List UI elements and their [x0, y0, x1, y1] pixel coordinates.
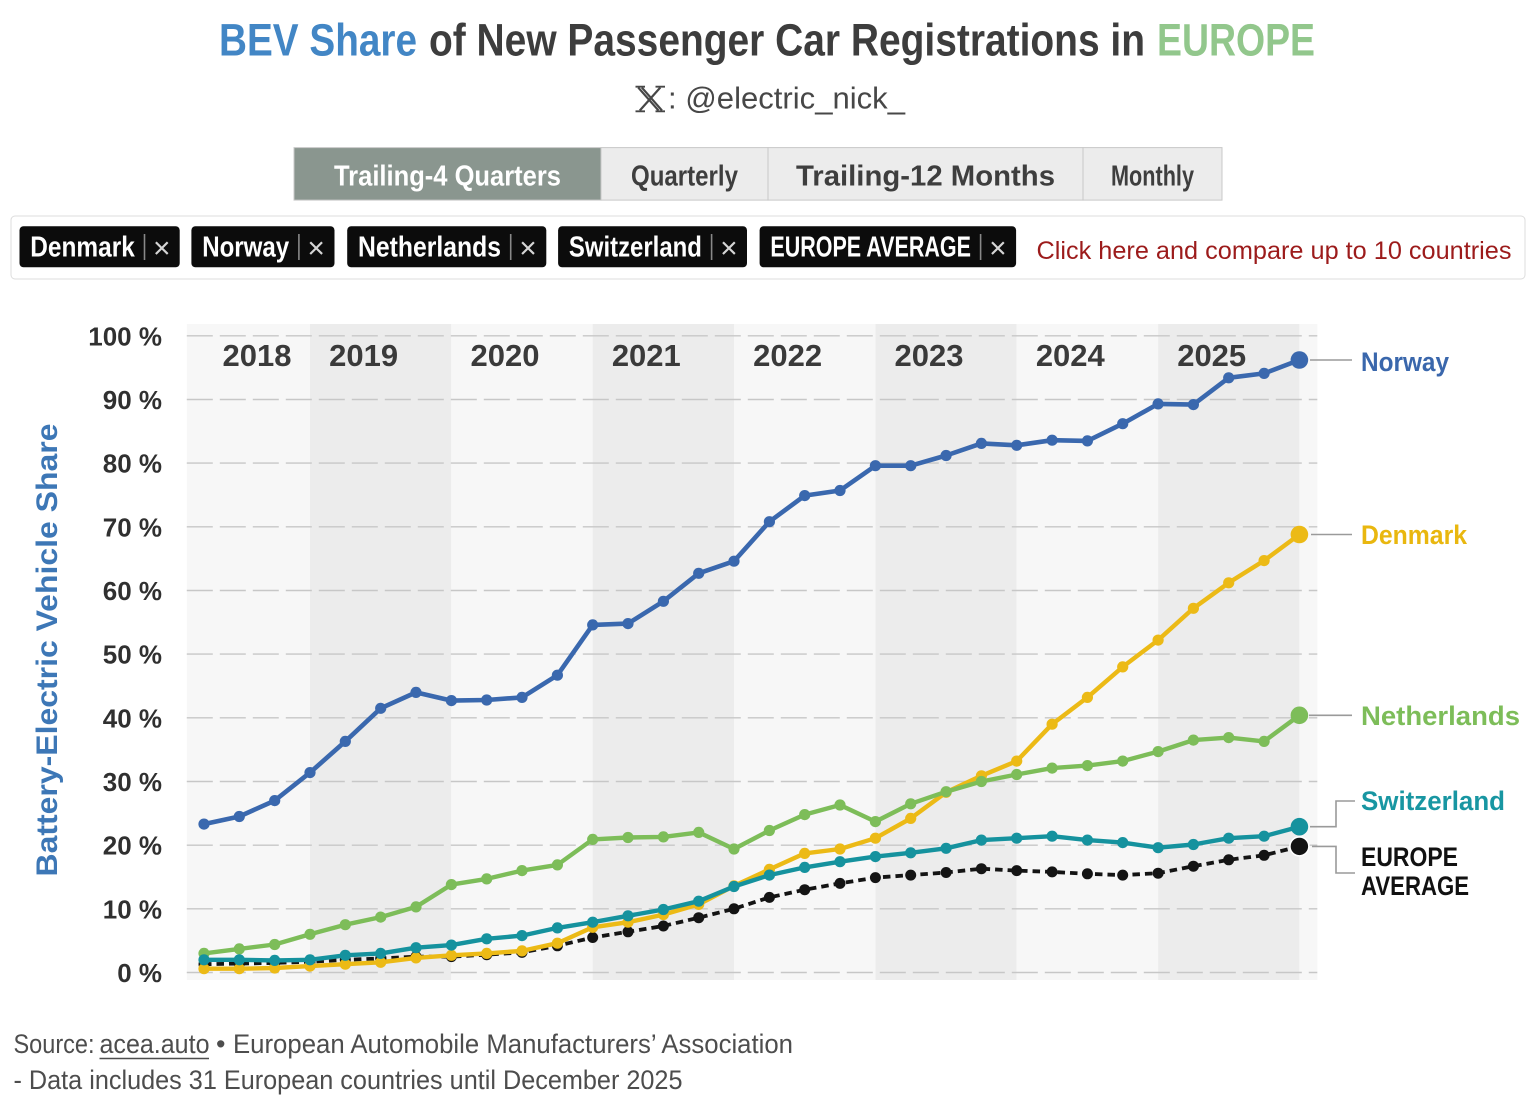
- svg-text:2019: 2019: [329, 338, 398, 373]
- svg-text:Norway: Norway: [1361, 347, 1449, 377]
- svg-text:2018: 2018: [223, 338, 292, 373]
- svg-text:EUROPE: EUROPE: [1157, 15, 1315, 66]
- svg-text:Quarterly: Quarterly: [631, 161, 738, 193]
- svg-text:Switzerland: Switzerland: [569, 232, 702, 264]
- svg-text:80 %: 80 %: [103, 449, 162, 479]
- svg-text:Netherlands: Netherlands: [1361, 701, 1520, 731]
- svg-text:×: ×: [989, 232, 1007, 265]
- svg-text:EUROPE AVERAGE: EUROPE AVERAGE: [770, 232, 971, 264]
- svg-text:of New Passenger Car Registrat: of New Passenger Car Registrations in: [429, 15, 1145, 66]
- svg-text:AVERAGE: AVERAGE: [1361, 871, 1469, 901]
- svg-text:50 %: 50 %: [103, 640, 162, 670]
- svg-text:Denmark: Denmark: [1361, 520, 1468, 550]
- svg-text:Switzerland: Switzerland: [1361, 786, 1505, 816]
- svg-text:acea.auto: acea.auto: [100, 1029, 210, 1059]
- svg-text:×: ×: [153, 232, 171, 265]
- svg-text:2020: 2020: [471, 338, 540, 373]
- svg-text:Battery-Electric Vehicle Share: Battery-Electric Vehicle Share: [31, 424, 64, 877]
- svg-text:Norway: Norway: [202, 232, 289, 264]
- svg-text:2022: 2022: [753, 338, 822, 373]
- svg-text:100 %: 100 %: [88, 321, 162, 351]
- svg-text:Denmark: Denmark: [30, 232, 135, 264]
- svg-text:40 %: 40 %: [103, 703, 162, 733]
- svg-text:BEV Share: BEV Share: [219, 15, 417, 66]
- svg-text:- Data includes 31 European co: - Data includes 31 European countries un…: [14, 1065, 683, 1095]
- svg-text:Trailing-12 Months: Trailing-12 Months: [796, 161, 1055, 193]
- svg-text:×: ×: [519, 232, 537, 265]
- svg-text:2021: 2021: [612, 338, 681, 373]
- svg-text:EUROPE: EUROPE: [1361, 842, 1458, 872]
- svg-text:Trailing-4 Quarters: Trailing-4 Quarters: [334, 161, 561, 193]
- svg-text:0 %: 0 %: [117, 958, 162, 988]
- svg-text:2025: 2025: [1177, 338, 1246, 373]
- svg-text:2024: 2024: [1036, 338, 1106, 373]
- svg-text:: @electric_nick_: : @electric_nick_: [668, 81, 906, 116]
- svg-text:Monthly: Monthly: [1111, 161, 1194, 193]
- svg-text:60 %: 60 %: [103, 576, 162, 606]
- svg-text:European Automobile Manufactur: European Automobile Manufacturers’ Assoc…: [233, 1029, 793, 1059]
- svg-text:Netherlands: Netherlands: [358, 232, 501, 264]
- svg-text:Source:: Source:: [14, 1029, 95, 1059]
- svg-text:30 %: 30 %: [103, 767, 162, 797]
- svg-text:×: ×: [307, 232, 325, 265]
- svg-text:2023: 2023: [895, 338, 964, 373]
- svg-text:20 %: 20 %: [103, 831, 162, 861]
- svg-text:90 %: 90 %: [103, 385, 162, 415]
- svg-text:×: ×: [720, 232, 738, 265]
- svg-text:Click here and compare up to 1: Click here and compare up to 10 countrie…: [1037, 237, 1512, 265]
- svg-text:70 %: 70 %: [103, 512, 162, 542]
- svg-text:•: •: [216, 1029, 225, 1059]
- svg-text:10 %: 10 %: [103, 894, 162, 924]
